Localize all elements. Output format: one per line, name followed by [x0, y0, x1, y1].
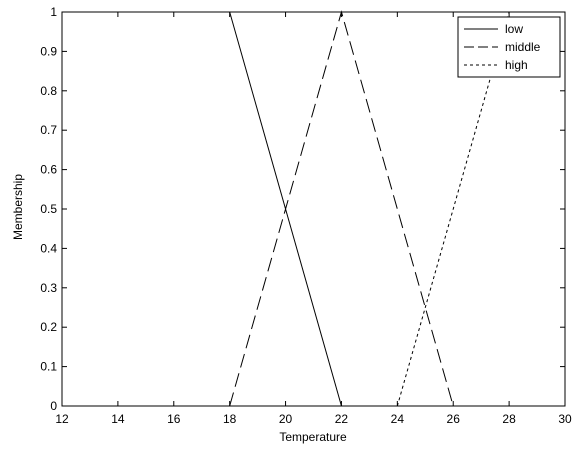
y-tick-label: 0.1 — [40, 360, 57, 374]
x-tick-label: 18 — [223, 412, 237, 426]
x-tick-label: 26 — [447, 412, 461, 426]
plot-area: 12 14 16 18 20 22 24 26 28 30 0 0.1 0.2 0.3 0.4 0.5 0.6 0… — [40, 5, 572, 426]
series-line-middle — [229, 10, 454, 407]
y-tick-label: 0.5 — [40, 202, 57, 216]
legend-label-high: high — [505, 58, 528, 72]
x-tick-label: 28 — [502, 412, 516, 426]
y-tick-label: 1 — [50, 5, 57, 19]
legend-label-low: low — [505, 22, 523, 36]
x-tick-label: 20 — [279, 412, 293, 426]
y-tick-label: 0.2 — [40, 320, 57, 334]
x-tick-label: 16 — [167, 412, 181, 426]
y-tick-label: 0.8 — [40, 84, 57, 98]
y-tick-label: 0.4 — [40, 241, 57, 255]
y-tick-label: 0.3 — [40, 281, 57, 295]
x-tick-label: 22 — [335, 412, 349, 426]
legend-box — [457, 16, 561, 78]
y-tick-label: 0.6 — [40, 163, 57, 177]
series-line-high — [396, 11, 510, 407]
x-axis-label: Temperature — [279, 430, 347, 444]
y-tick-label: 0 — [50, 399, 57, 413]
y-axis-label: Membership — [11, 174, 25, 240]
legend-label-middle: middle — [505, 40, 541, 54]
x-tick-label: 24 — [391, 412, 405, 426]
y-tick-label: 0.9 — [40, 44, 57, 58]
x-tick-label: 14 — [111, 412, 125, 426]
x-tick-label: 30 — [558, 412, 572, 426]
x-tick-label: 12 — [55, 412, 69, 426]
y-tick-label: 0.7 — [40, 123, 57, 137]
